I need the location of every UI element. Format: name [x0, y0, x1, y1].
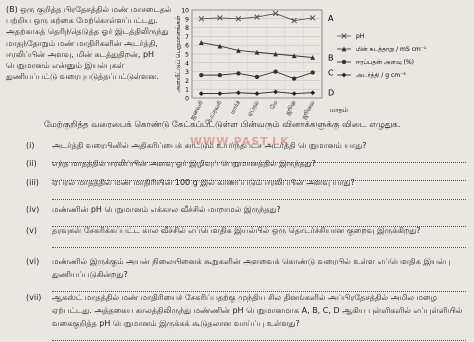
- answer-line: [52, 216, 466, 227]
- watermark: WWW.PAST.LK: [190, 135, 290, 148]
- question: (vi) மண்ணில் இருக்கும் அயன் நிலையினைக் கூ…: [26, 255, 466, 292]
- legend-label: ஈரப்பதன் அளவு (%): [356, 59, 414, 66]
- x-tick-label: மார்ச்: [229, 99, 243, 116]
- y-tick-label: 2: [185, 78, 189, 85]
- marker: [217, 15, 223, 21]
- marker: [291, 91, 297, 96]
- x-axis-label: மாதம்: [330, 106, 349, 114]
- question-text: அடர்த்தி வரைபினில் அதிகரிப்பைக் காட்டும்…: [52, 141, 367, 150]
- marker: [273, 51, 278, 57]
- marker: [217, 43, 223, 49]
- marker: [254, 91, 260, 96]
- question-number: (vii): [26, 293, 42, 302]
- y-tick-label: 3: [185, 69, 189, 76]
- marker: [254, 74, 260, 80]
- instruction: மேற்குறித்த வரைபைக் கொண்டு கேட்கப்பட்டுள…: [44, 120, 401, 130]
- question-number: (iv): [26, 205, 40, 214]
- y-tick-label: 10: [181, 8, 189, 15]
- x-tick-label: ஜூன்: [284, 99, 298, 116]
- question-text: ஆகஸ்ட் மாதத்தில் மண் மாதிரியைச் சேகரிப்ப…: [52, 293, 463, 328]
- y-tick-label: 8: [185, 25, 189, 32]
- marker: [272, 10, 279, 17]
- marker: [236, 90, 241, 96]
- x-tick-label: ஜனவரி: [189, 100, 206, 122]
- marker: [199, 72, 204, 78]
- answer-line: [52, 237, 466, 248]
- question-text: மண்ணில் இருக்கும் அயன் நிலையினைக் கூறுகள…: [52, 257, 451, 279]
- answer-line: [52, 330, 466, 341]
- question-number: (ii): [26, 159, 37, 168]
- point-label: B: [328, 54, 334, 63]
- answer-line: [52, 189, 466, 200]
- question-number: (v): [26, 226, 37, 235]
- y-tick-label: 4: [185, 60, 189, 67]
- marker: [217, 91, 223, 96]
- question-number: (i): [26, 141, 35, 150]
- question-number: (iii): [26, 178, 39, 187]
- marker: [254, 14, 260, 20]
- marker: [198, 16, 205, 22]
- y-axis-label: அளவீட்டுப் பெறுமானங்கள்: [175, 15, 182, 92]
- question: (iii) ஏப்ரல் மாதத்தில் மண் மாதிரியின் 100…: [26, 176, 466, 200]
- intro-paragraph: (B) ஒரு குறித்த பிரதேசத்தில் மண் மாசடைதல…: [6, 5, 172, 82]
- legend-label: மின் கடத்தாறு / mS cm⁻¹: [356, 46, 427, 53]
- marker: [309, 15, 316, 21]
- marker: [235, 16, 242, 22]
- answer-line: [52, 281, 466, 292]
- marker: [273, 89, 278, 95]
- y-tick-label: 9: [185, 16, 189, 23]
- marker: [310, 55, 316, 60]
- marker: [291, 53, 297, 59]
- question: (ii) எந்த மாதத்தில் ஈரலிப்பின் அளவு ஓர் இ…: [26, 157, 466, 181]
- marker: [198, 40, 204, 45]
- y-tick-label: 6: [185, 43, 189, 50]
- question-text: ஏப்ரல் மாதத்தில் மண் மாதிரியின் 100 g இல…: [52, 178, 355, 187]
- x-tick-label: மே: [269, 99, 280, 111]
- question-number: (vi): [26, 257, 40, 266]
- x-tick-label: ஜூலை: [300, 99, 316, 120]
- y-tick-label: 7: [185, 34, 189, 41]
- question: (vii) ஆகஸ்ட் மாதத்தில் மண் மாதிரியைச் சேக…: [26, 291, 466, 341]
- question-text: தரவுகள் சேகரிக்கப்பட்ட கால வீச்சில் எப்ப…: [52, 226, 421, 235]
- question: (iv) மண்ணின் pH பெறுமானம் எக்கால வீச்சில்…: [26, 203, 466, 227]
- marker: [273, 69, 278, 74]
- answer-line: [52, 152, 466, 163]
- marker: [291, 17, 297, 24]
- y-tick-label: 0: [185, 96, 189, 103]
- question: (v) தரவுகள் சேகரிக்கப்பட்ட கால வீச்சில் எ…: [26, 224, 466, 248]
- marker: [236, 48, 241, 53]
- question-text: மண்ணின் pH பெறுமானம் எக்கால வீச்சில் மாற…: [52, 205, 281, 214]
- point-label: A: [328, 14, 334, 23]
- marker: [198, 91, 204, 96]
- y-tick-label: 1: [185, 87, 189, 94]
- marker: [291, 76, 297, 81]
- question-text: எந்த மாதத்தில் ஈரலிப்பின் அளவு ஓர் இழிவு…: [52, 159, 316, 168]
- marker: [310, 70, 315, 75]
- question: (i) அடர்த்தி வரைபினில் அதிகரிப்பைக் காட்ட…: [26, 139, 466, 163]
- legend-label: pH: [356, 33, 364, 40]
- legend-label: அடர்த்தி / g cm⁻³: [356, 72, 406, 79]
- marker: [310, 90, 316, 96]
- marker: [254, 49, 260, 55]
- marker: [236, 71, 241, 76]
- point-label: D: [328, 89, 334, 98]
- answer-line: [52, 170, 466, 181]
- y-tick-label: 5: [185, 52, 189, 59]
- marker: [217, 72, 223, 78]
- x-tick-label: ஏப்ரல்: [246, 99, 261, 117]
- point-label: C: [328, 68, 334, 77]
